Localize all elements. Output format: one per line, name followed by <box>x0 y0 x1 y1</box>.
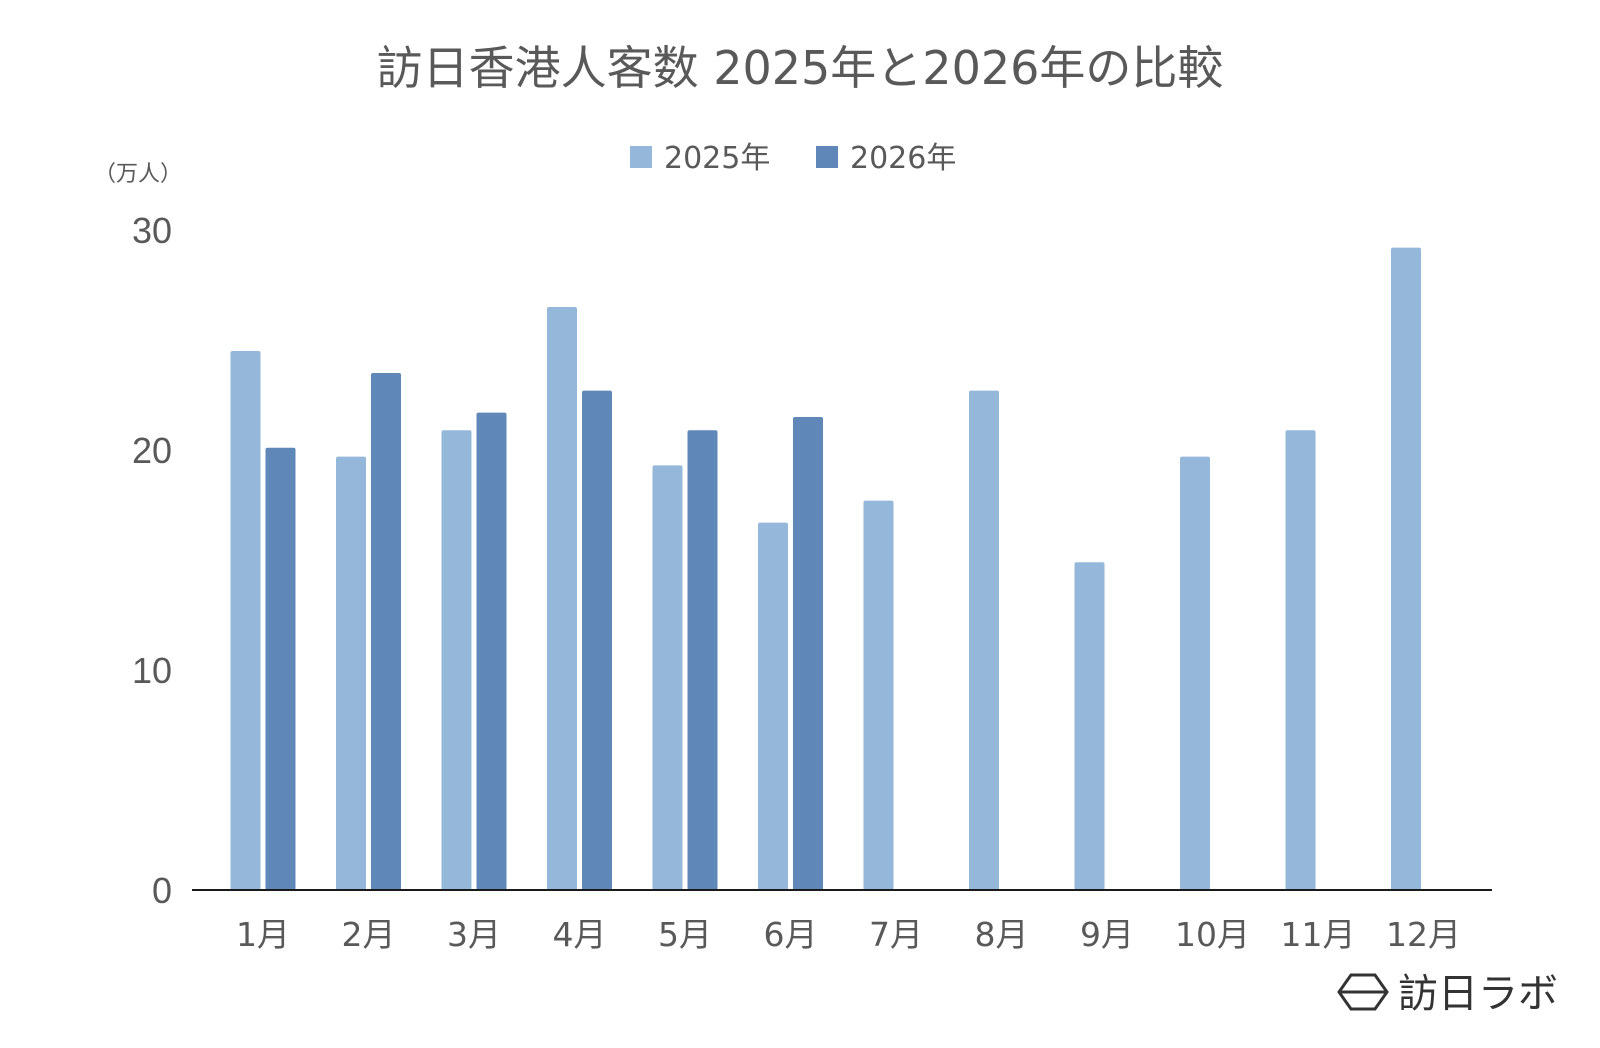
bar-2026-m6 <box>793 417 823 890</box>
x-tick-label: 3月 <box>447 915 501 954</box>
x-tick-label: 4月 <box>553 915 607 954</box>
bar-2025-m5 <box>652 465 683 890</box>
y-axis-ticks: 0 10 20 30 <box>132 210 172 911</box>
x-tick-label: 10月 <box>1175 915 1250 954</box>
x-tick-label: 11月 <box>1281 915 1356 954</box>
brand-logo: 訪日ラボ <box>1337 971 1558 1017</box>
y-tick-label: 20 <box>132 430 172 471</box>
bar-2025-m11 <box>1285 430 1316 890</box>
x-axis-ticks: 1月 2月 3月 4月 5月 6月 7月 8月 9月 10月 11月 12月 <box>236 915 1461 954</box>
legend-label-2025: 2025年 <box>664 141 770 176</box>
x-tick-label: 6月 <box>764 915 818 954</box>
bar-2026-m3 <box>476 412 507 890</box>
bar-2025-m12 <box>1391 247 1421 891</box>
x-tick-label: 12月 <box>1386 915 1461 954</box>
x-tick-label: 8月 <box>975 915 1029 954</box>
bar-2025-m2 <box>336 456 366 890</box>
bar-2026-m2 <box>371 373 401 890</box>
x-tick-label: 1月 <box>236 915 290 954</box>
hexagon-logo-icon <box>1337 973 1389 1011</box>
bar-2025-m10 <box>1180 456 1210 890</box>
y-tick-label: 0 <box>152 870 172 911</box>
bar-2025-m9 <box>1074 562 1105 890</box>
bar-2025-m4 <box>547 307 577 890</box>
legend-swatch-2026 <box>816 146 838 168</box>
bar-2026-m4 <box>582 390 612 890</box>
y-tick-label: 10 <box>132 650 172 691</box>
bar-2026-m1 <box>265 447 296 890</box>
x-tick-label: 7月 <box>869 915 923 954</box>
legend-swatch-2025 <box>630 146 652 168</box>
bar-2025-m3 <box>441 430 472 890</box>
bar-2025-m8 <box>969 390 999 890</box>
legend-label-2026: 2026年 <box>850 141 956 176</box>
bar-2025-m7 <box>863 500 894 890</box>
x-tick-label: 5月 <box>658 915 712 954</box>
y-axis-unit-label: （万人） <box>94 162 182 187</box>
bars-group <box>230 247 1421 891</box>
x-tick-label: 2月 <box>342 915 396 954</box>
x-tick-label: 9月 <box>1080 915 1134 954</box>
bar-2026-m5 <box>687 430 718 890</box>
chart-title: 訪日香港人客数 2025年と2026年の比較 <box>377 41 1224 95</box>
brand-name: 訪日ラボ <box>1398 971 1558 1017</box>
bar-2025-m6 <box>758 522 788 890</box>
y-tick-label: 30 <box>132 210 172 251</box>
legend: 2025年 2026年 <box>630 141 956 176</box>
bar-2025-m1 <box>230 351 261 890</box>
